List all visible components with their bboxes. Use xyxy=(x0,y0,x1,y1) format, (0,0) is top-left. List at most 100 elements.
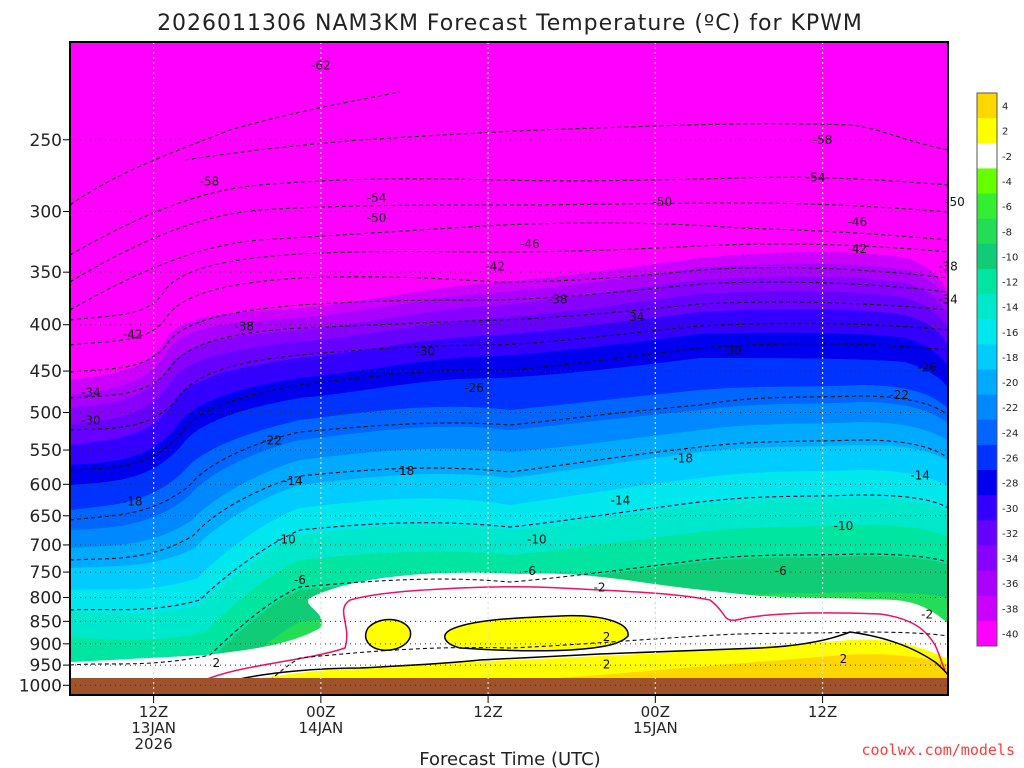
svg-text:-14: -14 xyxy=(283,474,303,488)
svg-text:-18: -18 xyxy=(123,495,143,509)
contour-label: -18 xyxy=(673,452,693,466)
y-tick-label: 350 xyxy=(30,263,62,283)
colorbar-swatch xyxy=(977,620,997,647)
x-tick-label: 12Z xyxy=(808,703,837,721)
contour-label: -10 xyxy=(527,532,547,546)
y-tick-label: 800 xyxy=(30,588,62,608)
contour-label: -58 xyxy=(813,133,833,147)
colorbar-swatch xyxy=(977,143,997,169)
colorbar-label: -32 xyxy=(1002,529,1018,540)
x-tick-label: 14JAN xyxy=(298,719,343,737)
svg-text:-54: -54 xyxy=(367,191,387,205)
contour-label: 2 xyxy=(840,652,848,666)
plot-frame xyxy=(69,41,949,696)
colorbar-label: 2 xyxy=(1002,127,1008,138)
colorbar-swatch xyxy=(977,344,997,370)
svg-text:-6: -6 xyxy=(524,564,536,578)
colorbar-swatch xyxy=(977,444,997,471)
dashed-contours xyxy=(70,91,948,695)
y-tick-label: 750 xyxy=(30,563,62,583)
credit-text: coolwx.com/models xyxy=(861,741,1015,759)
svg-text:-2: -2 xyxy=(921,607,933,621)
svg-text:-62: -62 xyxy=(311,58,331,72)
colorbar-swatch xyxy=(977,394,997,421)
colorbar-label: -30 xyxy=(1002,504,1018,515)
colorbar-swatch xyxy=(977,168,997,195)
svg-text:-26: -26 xyxy=(464,381,484,395)
colorbar-swatch xyxy=(977,595,997,622)
colorbar-swatch xyxy=(977,243,997,270)
contour-label: -26 xyxy=(917,361,937,375)
x-tick-label: 15JAN xyxy=(633,719,678,737)
contour-label: -42 xyxy=(123,327,143,341)
temperature-field xyxy=(70,42,948,695)
contour-label: -30 xyxy=(722,343,742,357)
contour-label: -22 xyxy=(889,388,909,402)
colorbar-label: -10 xyxy=(1002,252,1018,263)
svg-text:-22: -22 xyxy=(889,388,909,402)
svg-text:-42: -42 xyxy=(848,242,868,256)
colorbar-label: -8 xyxy=(1002,227,1012,238)
y-tick-label: 950 xyxy=(30,656,62,676)
colorbar-label: -4 xyxy=(1002,177,1012,188)
contour-label: -10 xyxy=(276,532,296,546)
svg-text:2: 2 xyxy=(603,630,611,644)
y-tick-label: 550 xyxy=(30,441,62,461)
contour-label: -18 xyxy=(395,464,415,478)
contour-zero-line xyxy=(204,585,946,681)
colorbar-label: -12 xyxy=(1002,278,1018,289)
contour-label: -2 xyxy=(594,581,606,595)
contour-label: -34 xyxy=(625,310,645,324)
colorbar-label: -36 xyxy=(1002,579,1018,590)
colorbar-swatch xyxy=(977,495,997,521)
colorbar-swatch xyxy=(977,319,997,345)
contour-label: -22 xyxy=(262,434,282,448)
colorbar-swatch xyxy=(977,419,997,446)
contour-label: -38 xyxy=(234,320,254,334)
x-tick-label: 12Z xyxy=(139,703,168,721)
colorbar-swatch xyxy=(977,218,997,245)
colorbar-swatch xyxy=(977,520,997,546)
contour-label: -10 xyxy=(834,519,854,533)
contour-label: -30 xyxy=(416,344,436,358)
svg-text:-38: -38 xyxy=(234,320,254,334)
svg-text:-18: -18 xyxy=(395,464,415,478)
x-axis-label: Forecast Time (UTC) xyxy=(419,749,600,768)
svg-text:-30: -30 xyxy=(81,413,101,427)
x-tick-label: 2026 xyxy=(135,735,173,753)
contour-label: -14 xyxy=(283,474,303,488)
contour-label: -42 xyxy=(848,242,868,256)
y-tick-label: 850 xyxy=(30,612,62,632)
y-tick-label: 600 xyxy=(30,475,62,495)
contour-2-line xyxy=(234,631,948,681)
contour-label: -14 xyxy=(910,469,930,483)
colorbar-swatch xyxy=(977,545,997,572)
colorbar-swatch xyxy=(977,93,997,119)
svg-text:-46: -46 xyxy=(520,237,540,251)
svg-text:-42: -42 xyxy=(123,327,143,341)
contour-label: -54 xyxy=(367,191,387,205)
y-tick-label: 1000 xyxy=(19,676,62,696)
svg-text:-30: -30 xyxy=(722,343,742,357)
x-tick-label: 13JAN xyxy=(131,719,176,737)
svg-text:-18: -18 xyxy=(673,452,693,466)
svg-text:2: 2 xyxy=(213,656,221,670)
contour-label: 2 xyxy=(213,656,221,670)
contour-label: -58 xyxy=(200,175,220,189)
contour-label: -14 xyxy=(611,493,631,507)
colorbar-label: -18 xyxy=(1002,353,1018,364)
colorbar-label: -38 xyxy=(1002,604,1018,615)
svg-text:-10: -10 xyxy=(834,519,854,533)
contour-label: -26 xyxy=(464,381,484,395)
svg-text:-50: -50 xyxy=(367,211,387,225)
contour-label: -34 xyxy=(81,385,101,399)
svg-text:-42: -42 xyxy=(485,260,505,274)
contour-label: -6 xyxy=(294,573,306,587)
colorbar-label: 4 xyxy=(1002,102,1008,113)
svg-text:-50: -50 xyxy=(652,195,672,209)
y-tick-label: 650 xyxy=(30,507,62,527)
svg-text:-2: -2 xyxy=(594,581,606,595)
colorbar-label: -6 xyxy=(1002,202,1012,213)
ground-layer xyxy=(70,678,948,695)
